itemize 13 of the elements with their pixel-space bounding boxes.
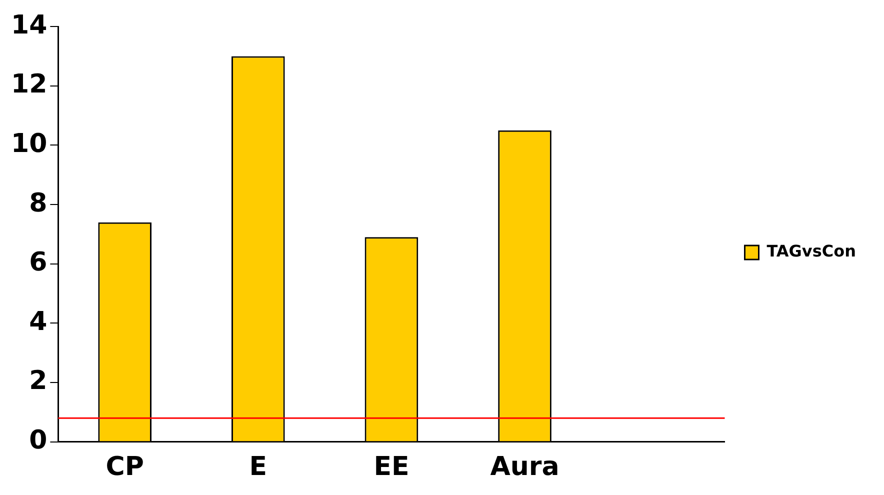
y-tick-label: 0 (29, 426, 48, 456)
y-tick-label: 4 (29, 306, 48, 337)
y-tick-label: 8 (29, 188, 48, 218)
x-tick-label: Aura (490, 452, 560, 482)
legend-label: TAGvsCon (766, 242, 856, 261)
x-tick-label: CP (106, 452, 144, 482)
y-tick-label: 2 (29, 366, 48, 396)
y-tick-label: 14 (10, 10, 48, 40)
y-tick-label: 12 (10, 70, 48, 100)
x-tick-label: EE (374, 452, 410, 482)
x-tick-label: E (249, 452, 268, 482)
y-tick-label: 10 (10, 128, 48, 159)
y-tick-label: 6 (29, 248, 48, 278)
